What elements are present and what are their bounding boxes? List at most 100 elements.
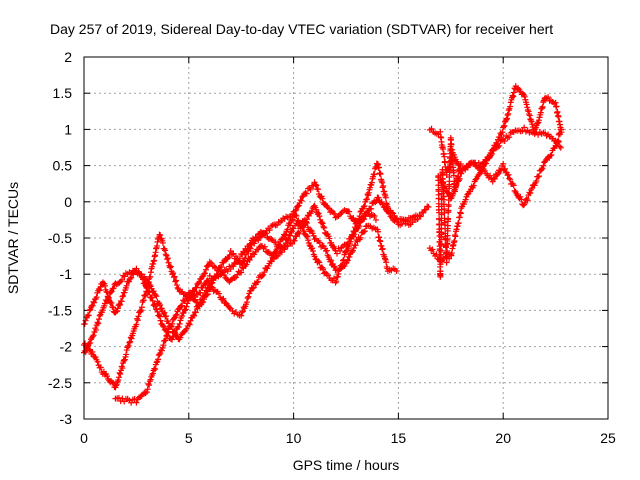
data-point: [259, 273, 266, 280]
data-point: [201, 270, 208, 277]
data-point: [500, 160, 507, 167]
data-point: [388, 209, 395, 216]
data-point: [284, 237, 291, 244]
data-point: [158, 347, 165, 354]
data-point: [109, 285, 116, 292]
data-point: [328, 257, 335, 264]
data-point: [142, 276, 149, 283]
data-point: [213, 271, 220, 278]
data-point: [263, 248, 270, 255]
data-point: [149, 370, 156, 377]
data-point: [375, 194, 382, 201]
data-point: [165, 259, 172, 266]
data-point: [146, 382, 153, 389]
data-point: [442, 244, 449, 251]
data-point: [173, 282, 180, 289]
data-point: [143, 389, 150, 396]
data-point: [470, 182, 477, 189]
data-point: [539, 105, 546, 112]
data-point: [186, 321, 193, 328]
data-point: [172, 312, 179, 319]
data-point: [462, 196, 469, 203]
data-point: [507, 103, 514, 110]
data-point: [104, 293, 111, 300]
data-point: [118, 276, 125, 283]
data-point: [498, 167, 505, 174]
data-point: [159, 344, 166, 351]
data-point: [457, 210, 464, 217]
y-tick-label: 1: [64, 121, 72, 137]
data-point: [464, 191, 471, 198]
data-point: [94, 319, 101, 326]
data-point: [360, 228, 367, 235]
data-point: [501, 138, 508, 145]
data-point: [292, 211, 299, 218]
data-point: [239, 260, 246, 267]
data-point: [101, 282, 108, 289]
data-point: [350, 228, 357, 235]
data-point: [416, 212, 423, 219]
data-point: [538, 166, 545, 173]
data-point: [236, 255, 243, 262]
data-point: [155, 356, 162, 363]
y-tick-label: -3: [60, 411, 73, 427]
data-point: [207, 285, 214, 292]
data-point: [86, 307, 93, 314]
data-point: [92, 354, 99, 361]
data-point: [529, 185, 536, 192]
data-point: [540, 162, 547, 169]
data-point: [187, 317, 194, 324]
data-point: [297, 219, 304, 226]
y-tick-label: -2: [60, 339, 73, 355]
data-point: [120, 292, 127, 299]
data-point: [368, 205, 375, 212]
data-point: [141, 293, 148, 300]
data-point: [539, 103, 546, 110]
series-1: [81, 202, 379, 391]
data-point: [318, 243, 325, 250]
data-point: [371, 171, 378, 178]
data-point: [232, 253, 239, 260]
data-point: [176, 320, 183, 327]
data-point: [363, 196, 370, 203]
data-point: [493, 172, 500, 179]
data-point: [363, 196, 370, 203]
data-point: [202, 280, 209, 287]
data-point: [298, 197, 305, 204]
data-point: [174, 284, 181, 291]
y-tick-label: 0: [64, 194, 72, 210]
data-point: [346, 254, 353, 261]
data-point: [337, 265, 344, 272]
data-point: [505, 171, 512, 178]
data-point: [128, 399, 135, 406]
y-tick-label: 1.5: [53, 85, 73, 101]
y-tick-label: -1.5: [48, 302, 72, 318]
data-point: [123, 347, 130, 354]
plot-frame: [83, 56, 609, 420]
data-point: [535, 173, 542, 180]
data-point: [181, 307, 188, 314]
data-point: [171, 273, 178, 280]
data-point: [437, 247, 444, 254]
data-point: [378, 198, 385, 205]
y-tick-label: 0.5: [53, 158, 73, 174]
data-point: [340, 257, 347, 264]
data-point: [196, 279, 203, 286]
data-point: [414, 216, 421, 223]
data-point: [315, 210, 322, 217]
data-point: [159, 239, 166, 246]
data-point: [506, 134, 513, 141]
data-point: [356, 223, 363, 230]
data-point: [247, 245, 254, 252]
data-point: [499, 129, 506, 136]
data-point: [334, 273, 341, 280]
data-point: [133, 399, 140, 406]
data-point: [156, 351, 163, 358]
data-point: [226, 304, 233, 311]
data-point: [296, 230, 303, 237]
data-point: [365, 189, 372, 196]
data-point: [127, 275, 134, 282]
data-point: [323, 247, 330, 254]
data-point: [81, 320, 88, 327]
data-point: [268, 235, 275, 242]
